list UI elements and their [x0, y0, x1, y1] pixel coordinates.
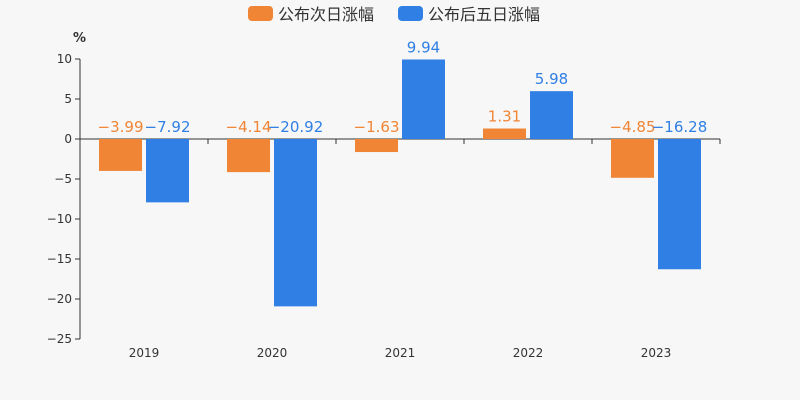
- bar-next-day[interactable]: [227, 139, 270, 173]
- data-label: −1.63: [354, 118, 400, 136]
- x-tick-label: 2020: [257, 346, 288, 360]
- legend-label: 公布次日涨幅: [278, 5, 374, 24]
- data-label: −7.92: [145, 118, 191, 136]
- bar-five-day[interactable]: [274, 139, 317, 307]
- bar-next-day[interactable]: [611, 139, 654, 178]
- legend-swatch: [398, 6, 423, 21]
- data-label: 9.94: [407, 38, 440, 56]
- y-tick-label: 5: [64, 92, 72, 106]
- y-tick-label: −10: [47, 212, 72, 226]
- data-labels: −3.99 −4.14 −1.63 1.31 −4.85 −7.92 −20.92 9.94 5…: [98, 38, 708, 136]
- bar-five-day[interactable]: [402, 59, 445, 140]
- y-axis-unit-label: %: [73, 31, 86, 46]
- data-label: −4.14: [226, 118, 272, 136]
- bar-five-day[interactable]: [530, 91, 573, 139]
- legend-swatch: [248, 6, 273, 21]
- x-tick-label: 2022: [513, 346, 544, 360]
- y-tick-label: 0: [64, 132, 72, 146]
- data-label: −16.28: [652, 118, 708, 136]
- bar-five-day[interactable]: [658, 139, 701, 270]
- data-label: −4.85: [610, 118, 656, 136]
- y-tick-label: −5: [54, 172, 72, 186]
- legend-label: 公布后五日涨幅: [428, 5, 540, 24]
- data-label: −20.92: [268, 118, 324, 136]
- bar-next-day[interactable]: [99, 139, 142, 171]
- y-tick-label: −25: [47, 332, 72, 346]
- data-label: 1.31: [488, 108, 521, 126]
- legend: 公布次日涨幅 公布后五日涨幅: [248, 5, 540, 24]
- data-label: −3.99: [98, 118, 144, 136]
- y-axis: −25 −20 −15 −10 −5 0 5 10: [47, 52, 81, 346]
- bars: [99, 59, 701, 307]
- bar-five-day[interactable]: [146, 139, 189, 203]
- legend-item-five-day[interactable]: 公布后五日涨幅: [398, 5, 540, 24]
- y-tick-label: 10: [57, 52, 72, 66]
- legend-item-next-day[interactable]: 公布次日涨幅: [248, 5, 374, 24]
- bar-next-day[interactable]: [355, 139, 398, 153]
- y-tick-label: −15: [47, 252, 72, 266]
- data-label: 5.98: [535, 70, 568, 88]
- bar-next-day[interactable]: [483, 128, 526, 139]
- x-tick-label: 2019: [129, 346, 160, 360]
- x-tick-label: 2021: [385, 346, 416, 360]
- x-tick-label: 2023: [641, 346, 672, 360]
- y-tick-label: −20: [47, 292, 72, 306]
